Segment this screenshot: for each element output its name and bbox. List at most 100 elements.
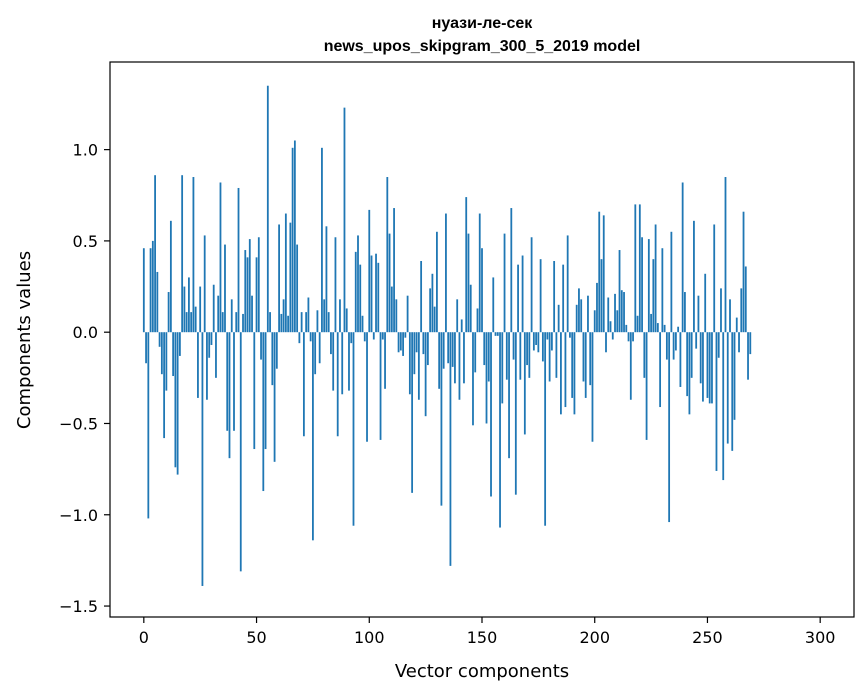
bar [688,332,691,415]
bar [636,315,639,333]
bar [255,257,258,333]
bar [476,308,479,333]
bar [596,282,598,333]
bar [677,326,680,333]
bar [616,310,619,333]
bar [163,332,166,439]
bar [221,312,224,333]
bar [650,313,652,333]
bar [474,332,477,373]
bar [287,315,290,333]
bar [273,332,276,462]
bar [264,332,267,450]
bar [717,332,720,358]
bar [496,332,499,336]
y-tick-label: 1.0 [73,141,98,160]
bar [350,332,353,344]
bar [693,220,695,333]
bar [679,332,682,387]
bar [262,332,265,492]
bar [749,332,752,355]
bar [704,273,707,333]
bar [729,299,731,333]
bar [697,295,700,333]
bar [747,332,749,380]
bar [318,332,321,364]
bar [580,299,583,333]
bar [456,299,459,333]
bar [623,292,625,333]
bar [539,259,542,333]
bar [722,332,725,481]
bar [386,177,389,333]
bar [668,332,671,523]
bar [190,312,193,333]
chart-title-line-2: news_upos_skipgram_300_5_2019 model [324,38,641,55]
bar [309,332,312,342]
bar [526,332,528,366]
bar [469,284,472,333]
bar [625,324,628,333]
bar [228,332,231,459]
bar [174,332,177,468]
bar [314,332,317,375]
bar [300,312,303,333]
bar [390,286,393,333]
bar [429,288,432,333]
x-tick-label: 250 [692,628,723,647]
bar [424,332,427,417]
bar [293,140,296,333]
bar [575,304,578,333]
bar [343,107,346,333]
bar [167,292,170,333]
bar [147,332,150,519]
bar [248,239,251,333]
bar [257,237,260,333]
bar [587,295,589,333]
bar [325,226,328,333]
bar [665,332,668,360]
bar [142,248,145,333]
bar [530,237,533,333]
bar [447,332,450,364]
bar [417,332,420,400]
bar [305,312,308,333]
bar [726,332,729,444]
bar [165,332,168,391]
bar [715,332,718,471]
bar [271,332,274,386]
bar [544,332,547,526]
bar [415,332,418,353]
bar [217,295,220,333]
bar [458,332,461,400]
bar [384,332,386,389]
bar [246,257,249,333]
bar [643,332,646,378]
bar [629,332,632,400]
bar [472,332,474,426]
bar [611,332,614,340]
bar [645,332,648,440]
bar [235,312,238,333]
bar [406,295,409,333]
x-tick-label: 50 [246,628,266,647]
bar [321,147,323,333]
bar [307,297,310,333]
bar [197,332,199,398]
bar [550,332,553,351]
bar [194,306,197,333]
bar [699,332,702,384]
bar [219,182,222,333]
bar [440,332,443,506]
bar [523,332,526,435]
bar [573,332,576,415]
bar [733,332,736,420]
bar [485,332,488,424]
bar [740,288,743,333]
bar [149,248,152,333]
bar [176,332,179,475]
bar [251,295,253,333]
bar [555,332,558,378]
bar [449,332,452,566]
bar [647,239,650,333]
